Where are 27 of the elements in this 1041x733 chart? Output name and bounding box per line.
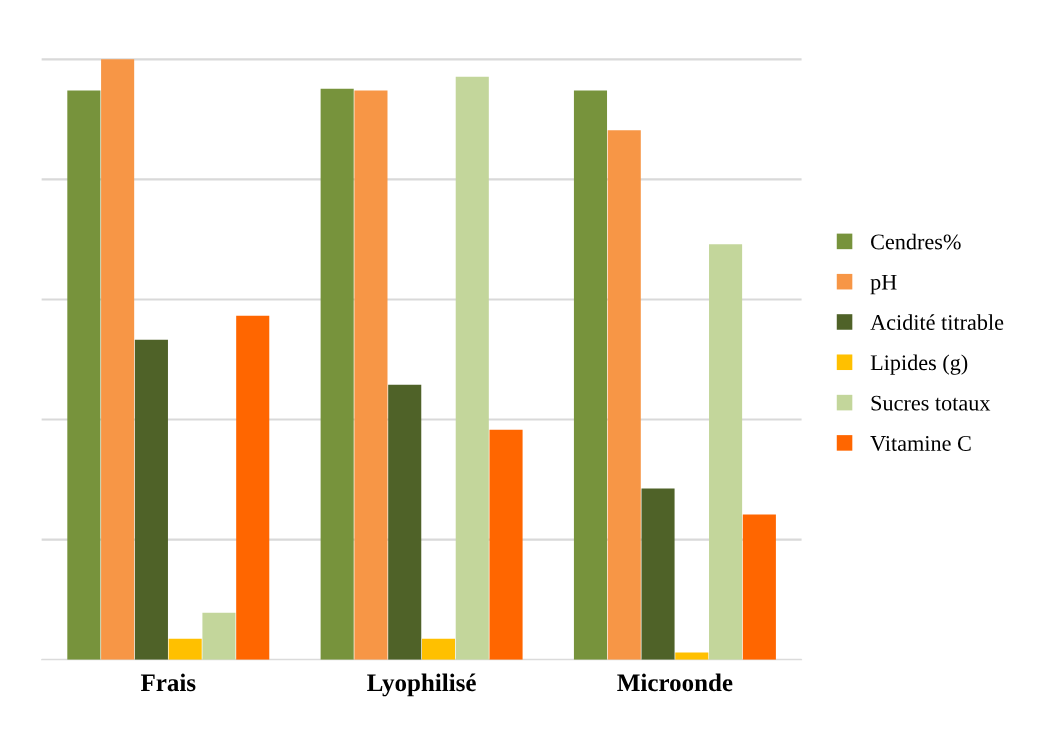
- legend-label: Lipides (g): [870, 354, 968, 375]
- bar: [421, 638, 456, 660]
- bar: [354, 90, 388, 660]
- bar: [101, 59, 135, 660]
- legend-label: Sucres totaux: [871, 395, 991, 411]
- bar: [489, 429, 523, 660]
- bar: [641, 488, 675, 660]
- legend-label: Acidité titrable: [870, 314, 1004, 330]
- x-tick-label: Frais: [140, 673, 196, 692]
- bar: [573, 90, 608, 660]
- x-tick-label: Microonde: [617, 673, 733, 692]
- bar: [202, 612, 236, 660]
- bar: [236, 315, 270, 660]
- bar: [388, 384, 422, 660]
- bar: [675, 652, 709, 660]
- x-tick-label: Lyophilisé: [367, 673, 476, 697]
- bar: [320, 88, 354, 660]
- bar: [607, 130, 641, 660]
- bar: [168, 638, 202, 660]
- bar: [455, 76, 489, 660]
- bar: [134, 339, 168, 660]
- legend-label: Cendres%: [871, 233, 961, 250]
- bar: [742, 514, 776, 660]
- legend-label: Vitamine C: [870, 435, 971, 452]
- bar: [67, 90, 101, 660]
- bar: [709, 244, 743, 660]
- legend-label: pH: [870, 274, 897, 295]
